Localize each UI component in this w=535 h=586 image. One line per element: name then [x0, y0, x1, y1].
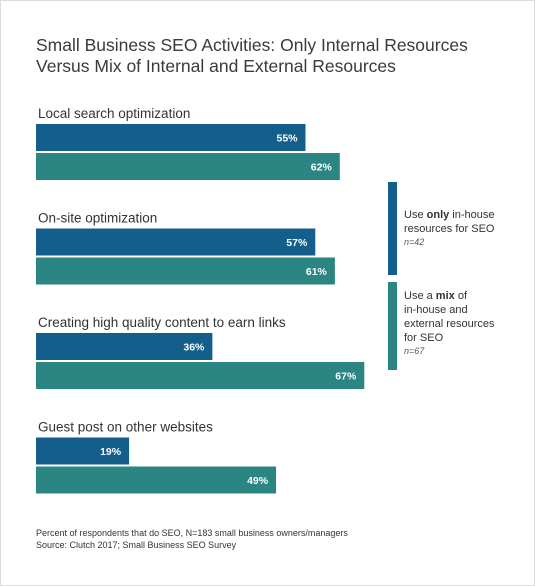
- category-label-on-site-optimization: On-site optimization: [38, 211, 157, 226]
- legend-item-mix: Use a mix of in-house and external resou…: [388, 282, 528, 370]
- data-label-mix-on-site-optimization: 61%: [306, 266, 328, 278]
- category-label-guest-post-on-other-websites: Guest post on other websites: [38, 420, 213, 435]
- data-label-only-in-house-local-search-optimization: 55%: [276, 133, 298, 145]
- legend-swatch-only-in-house: [388, 182, 397, 275]
- data-label-mix-guest-post-on-other-websites: 49%: [247, 475, 269, 487]
- legend-text: in-house: [449, 209, 495, 221]
- footer-source: Source: Clutch 2017; Small Business SEO …: [36, 539, 237, 550]
- footer-note: Percent of respondents that do SEO, N=18…: [36, 528, 348, 538]
- bar-only-in-house-on-site-optimization: [36, 228, 316, 256]
- legend-text: for SEO: [404, 332, 444, 344]
- legend-text: resources for SEO: [404, 223, 495, 235]
- data-label-only-in-house-guest-post-on-other-websites: 19%: [100, 446, 122, 458]
- bar-mix-creating-high-quality-content-to-earn-links: [36, 362, 365, 389]
- data-label-mix-local-search-optimization: 62%: [311, 162, 333, 174]
- bar-mix-on-site-optimization: [36, 257, 335, 285]
- legend-text: of: [454, 290, 467, 302]
- legend-text: external resources: [404, 318, 495, 330]
- legend-text-bold: only: [426, 209, 450, 221]
- legend-text: in-house and: [404, 304, 468, 316]
- bar-only-in-house-local-search-optimization: [36, 124, 306, 151]
- legend-item-only-in-house: Use only in-house resources for SEO n=42: [388, 182, 528, 275]
- data-label-only-in-house-on-site-optimization: 57%: [286, 237, 308, 249]
- legend-sample-size: n=42: [404, 237, 425, 247]
- legend-text: Use a: [404, 290, 436, 302]
- bar-only-in-house-creating-high-quality-content-to-earn-links: [36, 333, 213, 360]
- bar-only-in-house-guest-post-on-other-websites: [36, 437, 130, 465]
- data-label-mix-creating-high-quality-content-to-earn-links: 67%: [335, 371, 357, 383]
- title-line-2: Versus Mix of Internal and External Reso…: [36, 56, 396, 76]
- bar-mix-local-search-optimization: [36, 153, 340, 180]
- bar-mix-guest-post-on-other-websites: [36, 466, 277, 494]
- legend-text: Use: [404, 209, 427, 221]
- chart-title: Small Business SEO Activities: Only Inte…: [36, 35, 506, 77]
- title-line-1: Small Business SEO Activities: Only Inte…: [36, 35, 468, 55]
- chart-footer: Percent of respondents that do SEO, N=18…: [36, 528, 348, 551]
- legend-swatch-mix: [388, 282, 397, 370]
- category-label-local-search-optimization: Local search optimization: [38, 106, 190, 121]
- category-label-creating-high-quality-content-to-earn-links: Creating high quality content to earn li…: [38, 315, 286, 330]
- legend-text-bold: mix: [435, 290, 455, 302]
- data-label-only-in-house-creating-high-quality-content-to-earn-links: 36%: [183, 342, 205, 354]
- legend-sample-size: n=67: [404, 346, 425, 356]
